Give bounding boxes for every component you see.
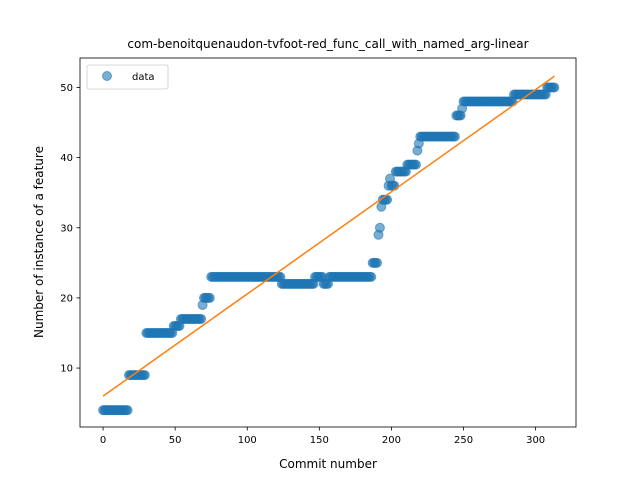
data-layer — [98, 82, 560, 416]
y-tick-label: 40 — [60, 153, 73, 164]
data-point — [372, 257, 383, 268]
y-axis-ticks: 10 20 30 40 50 — [60, 83, 80, 375]
x-tick-label: 250 — [454, 435, 473, 446]
chart-title: com-benoitquenaudon-tvfoot-red_func_call… — [127, 37, 528, 51]
data-point — [122, 405, 133, 416]
plot-frame — [79, 57, 577, 428]
data-point — [366, 271, 377, 282]
data-point — [204, 292, 215, 303]
x-tick-label: 50 — [169, 435, 182, 446]
legend-label-data: data — [132, 72, 155, 83]
legend-box — [86, 64, 169, 90]
x-tick-label: 300 — [526, 435, 545, 446]
y-tick-label: 20 — [60, 293, 73, 304]
x-tick-label: 100 — [238, 435, 257, 446]
y-tick-label: 10 — [60, 364, 73, 375]
x-tick-label: 150 — [310, 435, 329, 446]
data-point — [196, 313, 207, 324]
data-point — [410, 159, 421, 170]
data-point — [374, 222, 385, 233]
legend-marker-data — [102, 71, 112, 81]
x-axis-label: Commit number — [279, 457, 377, 471]
data-point — [139, 370, 150, 381]
fit-line — [102, 75, 555, 397]
legend: data — [86, 64, 169, 90]
y-axis-label: Number of instance of a feature — [32, 146, 46, 338]
y-tick-label: 30 — [60, 223, 73, 234]
x-tick-label: 200 — [382, 435, 401, 446]
x-axis-ticks: 0 50 100 150 200 250 300 — [100, 427, 545, 446]
x-tick-label: 0 — [100, 435, 106, 446]
data-point — [549, 82, 560, 93]
y-tick-label: 50 — [60, 83, 73, 94]
fit-layer — [102, 75, 555, 397]
data-point — [449, 131, 460, 142]
